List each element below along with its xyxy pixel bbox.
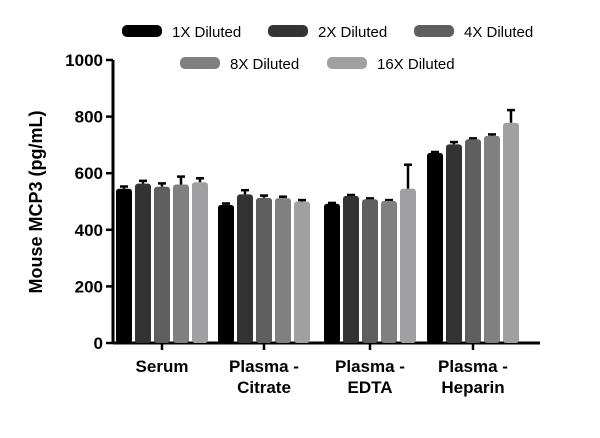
bar: [256, 197, 272, 343]
legend-label: 16X Diluted: [377, 56, 455, 73]
y-tick-label: 0: [94, 334, 103, 353]
bar: [381, 200, 397, 343]
bar: [173, 184, 189, 343]
bar: [294, 201, 310, 343]
x-tick-label: Citrate: [237, 378, 291, 397]
y-axis-label: Mouse MCP3 (pg/mL): [26, 110, 46, 293]
bar: [484, 135, 500, 343]
legend-swatch: [268, 25, 308, 37]
bar: [343, 195, 359, 343]
bar: [135, 183, 151, 343]
bar: [275, 198, 291, 343]
bar: [362, 199, 378, 343]
bar: [218, 204, 234, 343]
bar: [237, 194, 253, 343]
x-tick-label: Serum: [136, 357, 189, 376]
legend-label: 2X Diluted: [318, 24, 387, 41]
legend-swatch: [122, 25, 162, 37]
bar: [116, 188, 132, 343]
legend-swatch: [180, 57, 220, 69]
y-tick-label: 800: [75, 108, 103, 127]
bar: [400, 188, 416, 343]
legend-label: 1X Diluted: [172, 24, 241, 41]
legend-swatch: [414, 25, 454, 37]
bar: [154, 186, 170, 343]
x-tick-label: Plasma -: [229, 357, 299, 376]
x-tick-label: Plasma -: [438, 357, 508, 376]
bar: [503, 122, 519, 344]
legend-label: 4X Diluted: [464, 24, 533, 41]
bar: [427, 152, 443, 343]
x-tick-label: Heparin: [441, 378, 504, 397]
bar: [446, 144, 462, 343]
legend-swatch: [327, 57, 367, 69]
legend: 1X Diluted 2X Diluted 4X Diluted 8X Diluted…: [122, 24, 533, 73]
bar: [192, 182, 208, 343]
y-tick-label: 600: [75, 164, 103, 183]
x-tick-label: EDTA: [347, 378, 392, 397]
y-tick-label: 1000: [65, 51, 103, 70]
x-tick-label: Plasma -: [335, 357, 405, 376]
legend-label: 8X Diluted: [230, 56, 299, 73]
y-tick-label: 400: [75, 221, 103, 240]
bar: [465, 139, 481, 343]
y-tick-label: 200: [75, 277, 103, 296]
bar: [324, 203, 340, 343]
